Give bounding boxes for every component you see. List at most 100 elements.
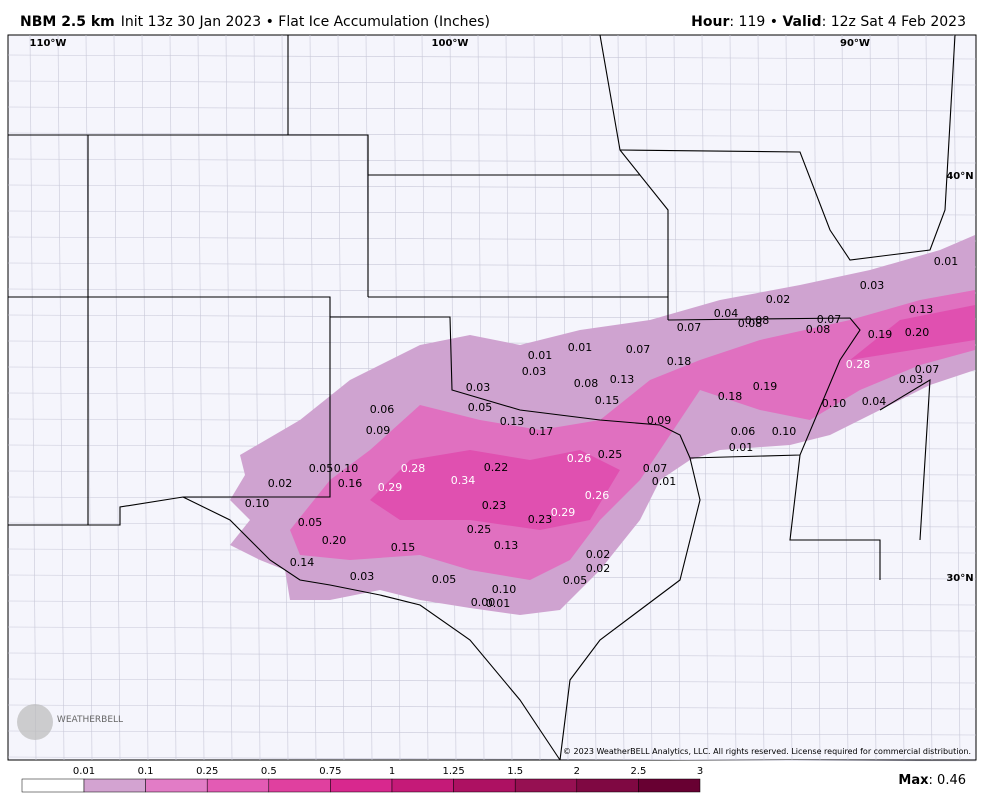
point-value: 0.18	[667, 355, 692, 368]
point-value: 0.07	[817, 313, 842, 326]
county-line	[7, 626, 977, 632]
colorbar-swatch	[206, 778, 270, 793]
point-value: 0.01	[528, 349, 553, 362]
max-val: : 0.46	[929, 773, 966, 788]
point-value: 0.07	[677, 321, 702, 334]
point-value: 0.09	[647, 414, 672, 427]
point-value: 0.19	[753, 380, 778, 393]
county-line	[953, 34, 961, 761]
point-value: 0.03	[466, 381, 491, 394]
county-line	[113, 34, 121, 761]
logo: WEATHERBELL	[57, 715, 123, 725]
county-line	[7, 652, 977, 658]
point-value: 0.01	[652, 475, 677, 488]
max-key: Max	[898, 773, 929, 788]
point-value: 0.07	[915, 363, 940, 376]
ice-heavy	[850, 305, 975, 360]
header-left: NBM 2.5 km Init 13z 30 Jan 2023 • Flat Ic…	[20, 14, 490, 30]
county-line	[7, 54, 977, 60]
max-value: Max: 0.46	[898, 773, 966, 788]
county-line	[29, 34, 37, 761]
point-value: 0.26	[585, 489, 610, 502]
colorbar-tick-label: 2	[574, 766, 580, 777]
point-value: 0.15	[595, 394, 620, 407]
point-value: 0.06	[370, 403, 395, 416]
header-right: Hour: 119 • Valid: 12z Sat 4 Feb 2023	[691, 14, 966, 30]
point-value: 0.16	[338, 477, 363, 490]
colorbar-swatch	[268, 778, 331, 793]
colorbar-tick-label: 2.5	[630, 766, 646, 777]
colorbar-swatch	[391, 778, 454, 793]
colorbar-swatch	[576, 778, 639, 793]
point-value: 0.01	[568, 341, 593, 354]
colorbar-tick-label: 1.5	[507, 766, 523, 777]
point-value: 0.09	[366, 424, 391, 437]
county-line	[7, 704, 977, 710]
point-value: 0.26	[567, 452, 592, 465]
county-line	[197, 34, 205, 761]
model: NBM 2.5 km	[20, 14, 115, 30]
point-value: 0.02	[586, 562, 611, 575]
county-line	[7, 184, 977, 190]
colorbar-swatch	[83, 778, 146, 793]
county-line	[7, 80, 977, 86]
point-value: 0.08	[745, 314, 770, 327]
point-value: 0.01	[729, 441, 754, 454]
point-value: 0.08	[574, 377, 599, 390]
county-line	[169, 34, 177, 761]
point-value: 0.10	[334, 462, 359, 475]
point-value: 0.03	[899, 373, 924, 386]
grid-label: 110°W	[30, 38, 67, 49]
point-value: 0.01	[486, 597, 511, 610]
point-value: 0.05	[563, 574, 588, 587]
county-line	[7, 158, 977, 164]
point-value: 0.10	[245, 497, 270, 510]
point-value: 0.14	[290, 556, 315, 569]
point-value: 0.13	[500, 415, 525, 428]
colorbar-tick-label: 0.5	[261, 766, 277, 777]
colorbar-swatch	[145, 778, 208, 793]
copyright: © 2023 WeatherBELL Analytics, LLC. All r…	[563, 747, 971, 756]
point-value: 0.04	[862, 395, 887, 408]
point-value: 0.13	[909, 303, 934, 316]
point-value: 0.02	[586, 548, 611, 561]
point-value: 0.18	[718, 390, 743, 403]
point-value: 0.29	[378, 481, 403, 494]
grid-label: 90°W	[840, 38, 870, 49]
point-value: 0.05	[309, 462, 334, 475]
county-line	[7, 678, 977, 684]
point-value: 0.05	[432, 573, 457, 586]
colorbar-swatch	[453, 778, 516, 793]
county-line	[7, 106, 977, 112]
county-line	[7, 756, 977, 762]
valid-value: : 12z Sat 4 Feb 2023	[822, 14, 966, 30]
point-value: 0.08	[738, 317, 763, 330]
point-value: 0.03	[522, 365, 547, 378]
point-value: 0.10	[492, 583, 517, 596]
point-value: 0.06	[731, 425, 756, 438]
point-value: 0.34	[451, 474, 476, 487]
county-line	[281, 34, 289, 761]
county-line	[85, 34, 93, 761]
point-value: 0.01	[934, 255, 959, 268]
county-line	[7, 210, 977, 216]
point-value: 0.04	[714, 307, 739, 320]
county-line	[141, 34, 149, 761]
colorbar-tick-label: 1	[389, 766, 395, 777]
state-borders	[8, 34, 956, 761]
point-value: 0.05	[298, 516, 323, 529]
point-value: 0.13	[494, 539, 519, 552]
county-line	[57, 34, 65, 761]
map	[7, 34, 977, 762]
colorbar-tick-label: 1.25	[442, 766, 464, 777]
grid-label: 100°W	[432, 38, 469, 49]
grid-label: 30°N	[946, 573, 973, 584]
colorbar: 0.01 0.1 0.25 0.5 0.75 1 1.25 1.5 2 2.5 3	[21, 766, 703, 793]
county-line	[7, 236, 977, 242]
point-value: 0.28	[846, 358, 871, 371]
county-line	[7, 730, 977, 736]
point-value: 0.02	[766, 293, 791, 306]
point-value: 0.02	[268, 477, 293, 490]
point-value: 0.20	[322, 534, 347, 547]
